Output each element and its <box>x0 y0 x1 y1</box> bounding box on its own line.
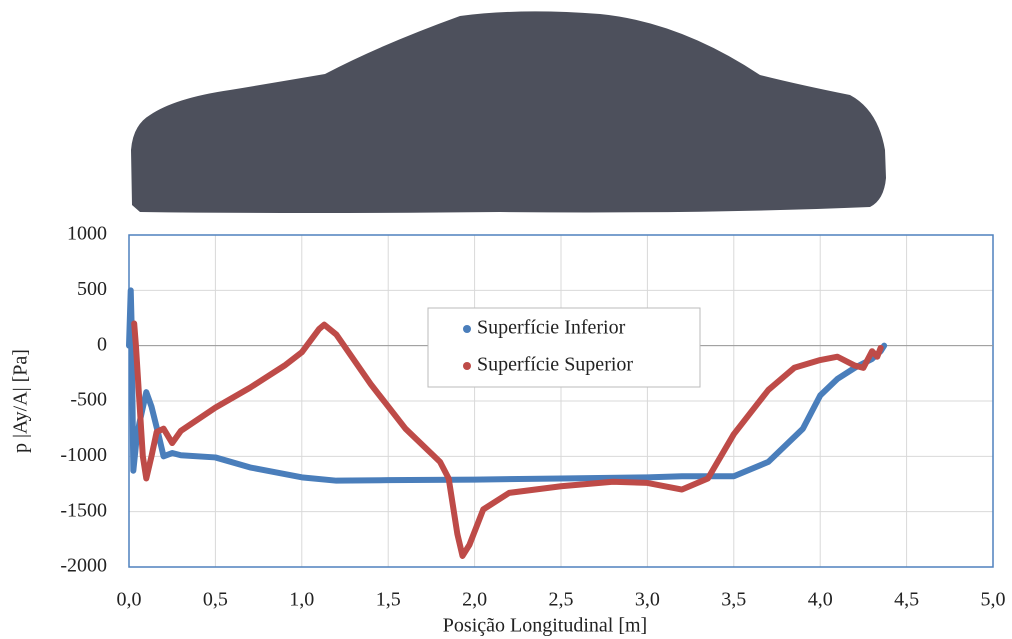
legend-label: Superfície Inferior <box>477 317 626 339</box>
y-tick-label: -2000 <box>60 555 107 577</box>
x-tick-label: 0,0 <box>117 589 142 611</box>
y-axis-label: p |Ay/A| [Pa] <box>10 349 32 453</box>
y-tick-label: 500 <box>77 278 107 300</box>
y-tick-label: -1000 <box>60 444 107 466</box>
y-tick-label: -500 <box>70 389 107 411</box>
x-tick-label: 2,5 <box>549 589 574 611</box>
series-line <box>131 320 884 559</box>
legend-box <box>427 307 701 388</box>
legend-label: Superfície Superior <box>477 354 633 376</box>
plot-area <box>128 234 994 568</box>
x-tick-label: 1,5 <box>376 589 401 611</box>
y-tick-label: 1000 <box>67 223 107 245</box>
legend-marker <box>463 362 471 370</box>
x-tick-label: 1,0 <box>289 589 314 611</box>
legend-marker <box>463 325 471 333</box>
x-tick-label: 2,0 <box>462 589 487 611</box>
x-tick-label: 3,5 <box>721 589 746 611</box>
car-silhouette <box>131 11 886 213</box>
x-tick-label: 4,5 <box>894 589 919 611</box>
x-tick-label: 4,0 <box>808 589 833 611</box>
x-tick-label: 5,0 <box>981 589 1006 611</box>
x-tick-label: 3,0 <box>635 589 660 611</box>
x-axis-label: Posição Longitudinal [m] <box>443 615 647 637</box>
y-tick-label: -1500 <box>60 499 107 521</box>
x-tick-label: 0,5 <box>203 589 228 611</box>
series-line <box>126 287 888 484</box>
y-tick-label: 0 <box>97 333 107 355</box>
